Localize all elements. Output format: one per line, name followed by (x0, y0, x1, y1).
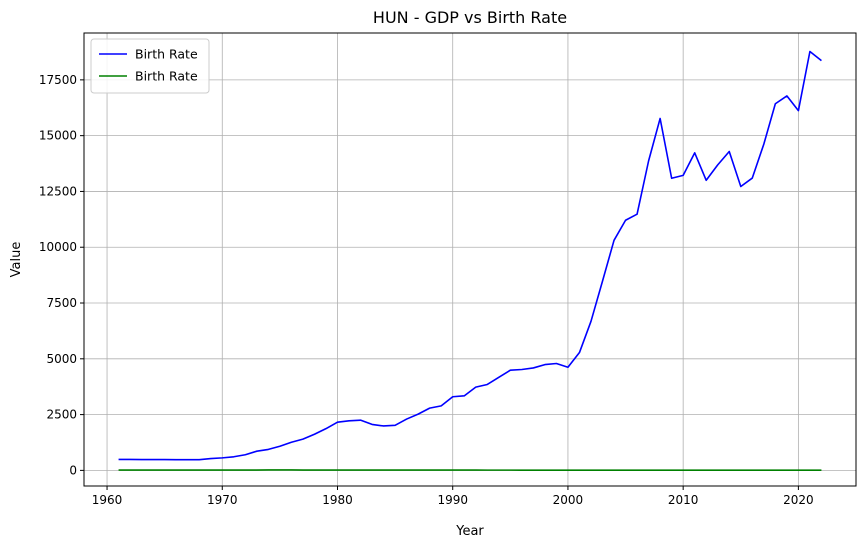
x-tick-label: 1970 (207, 493, 238, 507)
y-tick-label: 15000 (39, 129, 77, 143)
y-tick-label: 7500 (46, 296, 77, 310)
x-axis-label: Year (455, 524, 484, 539)
y-tick-label: 2500 (46, 408, 77, 422)
legend-label-1: Birth Rate (135, 47, 198, 62)
y-tick-label: 0 (69, 463, 77, 477)
legend-label-2: Birth Rate (135, 69, 198, 84)
x-tick-label: 1990 (437, 493, 468, 507)
y-tick-label: 10000 (39, 240, 77, 254)
y-tick-label: 5000 (46, 352, 77, 366)
y-tick-label: 17500 (39, 73, 77, 87)
x-tick-label: 2020 (783, 493, 814, 507)
y-axis-label: Value (9, 242, 24, 278)
legend: Birth Rate Birth Rate (91, 39, 209, 93)
x-tick-label: 1960 (92, 493, 123, 507)
x-tick-label: 2010 (668, 493, 699, 507)
y-tick-label: 12500 (39, 184, 77, 198)
x-tick-label: 2000 (553, 493, 584, 507)
chart-title: HUN - GDP vs Birth Rate (373, 8, 567, 27)
x-tick-label: 1980 (322, 493, 353, 507)
